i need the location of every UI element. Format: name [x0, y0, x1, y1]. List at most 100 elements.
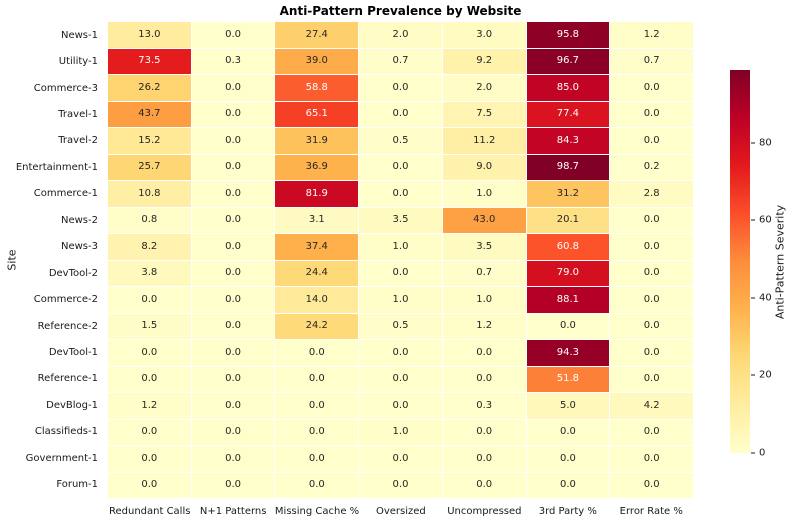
row-label: Travel-1: [58, 109, 98, 121]
heatmap-cell: 36.9: [275, 154, 359, 180]
heatmap-cell: 15.2: [108, 128, 191, 154]
heatmap-cell: 0.8: [108, 207, 191, 233]
heatmap-cell: 13.0: [108, 22, 191, 48]
heatmap-cell: 0.0: [526, 419, 610, 445]
heatmap-cell: 0.0: [275, 472, 359, 498]
heatmap-cell: 0.0: [359, 446, 442, 472]
colorbar-tick-label: 40: [759, 292, 772, 304]
heatmap-cell: 0.0: [442, 446, 526, 472]
col-label: 3rd Party %: [538, 506, 597, 517]
heatmap-cell: 3.8: [108, 260, 191, 286]
heatmap-cell: 24.2: [275, 313, 359, 339]
heatmap-cell: 1.2: [610, 22, 693, 48]
heatmap-cell: 0.0: [526, 313, 610, 339]
heatmap-cell: 81.9: [275, 181, 359, 207]
row-label: DevTool-2: [48, 267, 98, 279]
heatmap-cell: 0.7: [359, 48, 442, 74]
heatmap-cell: 8.2: [108, 234, 191, 260]
row-label: News-2: [61, 214, 98, 226]
heatmap-cell: 25.7: [108, 154, 191, 180]
heatmap-cell: 0.0: [191, 154, 275, 180]
heatmap-cell: 1.2: [442, 313, 526, 339]
row-label: DevTool-1: [48, 346, 98, 358]
heatmap-cell: 88.1: [526, 287, 610, 313]
heatmap-cell: 0.0: [359, 393, 442, 419]
heatmap-cell: 0.0: [191, 101, 275, 127]
heatmap-cell: 0.0: [359, 101, 442, 127]
heatmap-cell: 0.0: [191, 128, 275, 154]
heatmap-cell: 0.0: [610, 101, 693, 127]
row-label: Forum-1: [56, 479, 98, 491]
heatmap-cell: 0.0: [610, 75, 693, 101]
col-labels: Redundant Calls N+1 Patterns Missing Cache…: [108, 506, 693, 517]
heatmap-cell: 1.5: [108, 313, 191, 339]
row-label: Reference-2: [37, 320, 98, 332]
colorbar-tick: [751, 452, 755, 454]
heatmap-cell: 0.5: [359, 128, 442, 154]
colorbar-tick: [751, 297, 755, 299]
chart-title: Anti-Pattern Prevalence by Website: [279, 4, 522, 18]
heatmap-cell: 0.0: [610, 313, 693, 339]
heatmap-cell: 26.2: [108, 75, 191, 101]
heatmap-cell: 0.0: [610, 260, 693, 286]
colorbar-tick-label: 0: [759, 447, 766, 459]
heatmap-cell: 14.0: [275, 287, 359, 313]
row-labels: News-1 Utility-1 Commerce-3 Travel-1 Travel-…: [0, 22, 103, 498]
heatmap-cell: 27.4: [275, 22, 359, 48]
heatmap-cell: 1.0: [359, 419, 442, 445]
heatmap-cell: 0.3: [442, 393, 526, 419]
heatmap-cell: 0.0: [359, 340, 442, 366]
heatmap-cell: 11.2: [442, 128, 526, 154]
heatmap-cell: 0.0: [191, 22, 275, 48]
heatmap-cell: 0.0: [191, 260, 275, 286]
heatmap-cell: 1.0: [359, 287, 442, 313]
col-label: Redundant Calls: [108, 506, 191, 517]
col-label: Uncompressed: [447, 506, 522, 517]
heatmap-cell: 0.5: [359, 313, 442, 339]
col-label: Oversized: [375, 506, 426, 517]
heatmap-cell: 24.4: [275, 260, 359, 286]
heatmap-cell: 0.0: [610, 128, 693, 154]
heatmap-grid: 13.0 0.0 27.4 2.0 3.0 95.8 1.2 73.5 0.3 39.0 0.7 9.…: [108, 22, 693, 498]
heatmap-cell: 0.0: [191, 313, 275, 339]
heatmap-cell: 0.0: [191, 207, 275, 233]
heatmap-cell: 77.4: [526, 101, 610, 127]
heatmap-cell: 10.8: [108, 181, 191, 207]
col-label: Missing Cache %: [274, 506, 360, 517]
heatmap-cell: 65.1: [275, 101, 359, 127]
colorbar-tick-label: 20: [759, 369, 772, 381]
row-label: Utility-1: [58, 56, 98, 68]
heatmap-cell: 0.0: [359, 472, 442, 498]
colorbar: [730, 70, 750, 453]
heatmap-cell: 0.0: [275, 366, 359, 392]
heatmap-cell: 96.7: [526, 48, 610, 74]
col-label: N+1 Patterns: [199, 506, 267, 517]
row-label: Commerce-2: [33, 294, 98, 306]
heatmap-cell: 0.0: [108, 472, 191, 498]
heatmap-cell: 20.1: [526, 207, 610, 233]
heatmap-cell: 0.0: [275, 419, 359, 445]
heatmap-cell: 0.0: [610, 472, 693, 498]
heatmap-cell: 0.0: [610, 366, 693, 392]
heatmap-cell: 51.8: [526, 366, 610, 392]
heatmap-cell: 0.0: [191, 366, 275, 392]
colorbar-gradient: [730, 70, 750, 453]
heatmap-cell: 43.7: [108, 101, 191, 127]
heatmap-cell: 0.0: [108, 419, 191, 445]
heatmap-cell: 84.3: [526, 128, 610, 154]
heatmap-cell: 0.0: [359, 181, 442, 207]
heatmap-cell: 0.0: [108, 287, 191, 313]
heatmap-cell: 0.0: [191, 340, 275, 366]
heatmap-cell: 0.0: [610, 340, 693, 366]
heatmap-cell: 95.8: [526, 22, 610, 48]
heatmap-cell: 9.0: [442, 154, 526, 180]
heatmap-cell: 31.9: [275, 128, 359, 154]
colorbar-tick: [751, 142, 755, 144]
row-label: News-1: [61, 29, 98, 41]
heatmap-cell: 0.0: [191, 393, 275, 419]
row-label: Commerce-1: [33, 188, 98, 200]
heatmap-cell: 0.0: [191, 446, 275, 472]
row-label: Classifieds-1: [34, 426, 98, 438]
heatmap-cell: 3.5: [359, 207, 442, 233]
